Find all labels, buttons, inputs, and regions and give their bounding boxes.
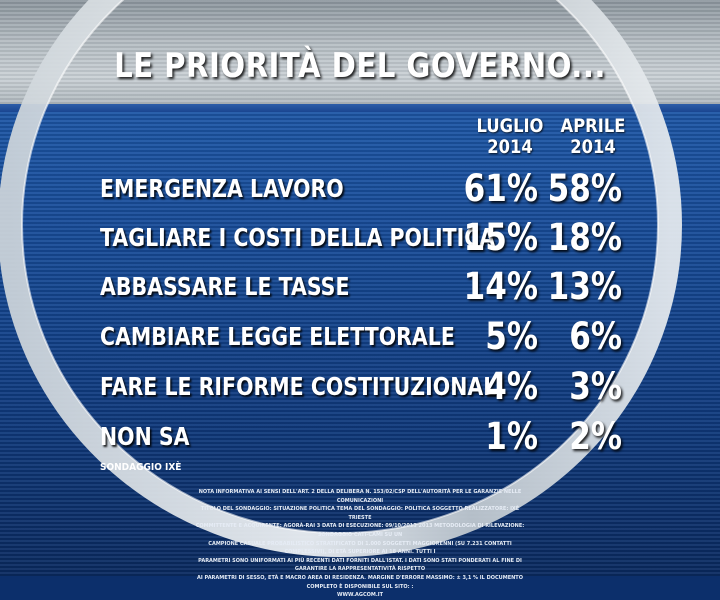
value-luglio-abbassare-tasse: 14%	[463, 265, 538, 308]
legal-note-line: NOTA INFORMATIVA AI SENSI DELL'ART. 2 DE…	[198, 489, 522, 504]
value-luglio-non-sa: 1%	[485, 415, 538, 458]
value-aprile-emergenza-lavoro: 58%	[547, 167, 622, 210]
table-background	[0, 112, 720, 576]
legal-note-line: CAMPIONE CASUALE PROBABILISTICO STRATIFI…	[208, 540, 512, 556]
decorative-ring	[0, 0, 682, 557]
legal-note: NOTA INFORMATIVA AI SENSI DELL'ART. 2 DE…	[190, 488, 530, 600]
poll-source: SONDAGGIO IXÈ	[100, 462, 182, 473]
value-aprile-non-sa: 2%	[569, 415, 622, 458]
value-aprile-tagliare-costi: 18%	[547, 216, 622, 259]
value-luglio-legge-elettorale: 5%	[485, 315, 538, 358]
row-label-emergenza-lavoro: EMERGENZA LAVORO	[100, 174, 344, 203]
legal-note-line: PARAMETRI SONO UNIFORMATI AI PIÙ RECENTI…	[198, 557, 522, 573]
column-header-aprile-month: APRILE	[560, 115, 626, 137]
row-label-tagliare-costi: TAGLIARE I COSTI DELLA POLITICA	[100, 223, 496, 252]
page-title: LE PRIORITÀ DEL GOVERNO...	[114, 46, 606, 86]
row-label-non-sa: NON SA	[100, 422, 190, 451]
value-aprile-riforme-costituzionali: 3%	[569, 365, 622, 408]
legal-note-line: AI PARAMETRI DI SESSO, ETÀ E MACRO AREA …	[197, 574, 523, 590]
column-header-aprile-year: 2014	[570, 136, 616, 158]
column-header-aprile: APRILE 2014	[554, 116, 631, 158]
value-luglio-tagliare-costi: 15%	[463, 216, 538, 259]
header-divider	[0, 104, 720, 112]
legal-note-line: COMMITTENTE E ACQUIRENTE: AGORÀ-RAI 3 DA…	[195, 523, 525, 538]
value-aprile-legge-elettorale: 6%	[569, 315, 622, 358]
column-header-luglio-month: LUGLIO	[476, 115, 544, 137]
column-header-luglio-year: 2014	[487, 136, 533, 158]
legal-note-line: WWW.AGCOM.IT	[336, 592, 384, 599]
row-label-abbassare-tasse: ABBASSARE LE TASSE	[100, 272, 350, 301]
row-label-riforme-costituzionali: FARE LE RIFORME COSTITUZIONALI	[100, 372, 504, 401]
column-header-luglio: LUGLIO 2014	[471, 116, 548, 158]
value-aprile-abbassare-tasse: 13%	[547, 265, 622, 308]
value-luglio-emergenza-lavoro: 61%	[463, 167, 538, 210]
row-label-legge-elettorale: CAMBIARE LEGGE ELETTORALE	[100, 322, 455, 351]
value-luglio-riforme-costituzionali: 4%	[485, 365, 538, 408]
legal-note-line: TITOLO DEL SONDAGGIO: SITUAZIONE POLITIC…	[200, 506, 520, 521]
